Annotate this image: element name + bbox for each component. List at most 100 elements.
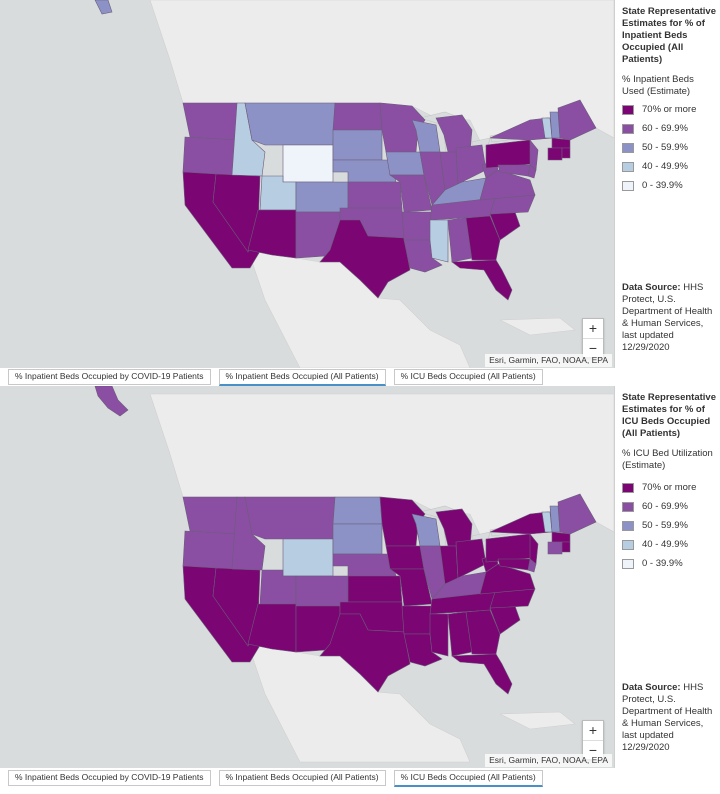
state-nj[interactable]	[529, 533, 539, 565]
legend-item: 40 - 49.9%	[622, 535, 720, 554]
state-ma[interactable]	[551, 137, 571, 149]
zoom-out-button[interactable]: −	[583, 338, 603, 358]
state-oh[interactable]	[455, 144, 487, 186]
legend-item: 50 - 59.9%	[622, 138, 720, 157]
state-sd[interactable]	[332, 523, 383, 555]
state-pa[interactable]	[485, 533, 533, 563]
state-ks[interactable]	[347, 575, 403, 603]
state-ga[interactable]	[465, 215, 501, 261]
legend-item: 70% or more	[622, 478, 720, 497]
state-co[interactable]	[295, 575, 349, 607]
legend-item-label: 70% or more	[642, 103, 697, 115]
state-ia[interactable]	[385, 545, 425, 570]
legend-panel: State Representative Estimates for % of …	[616, 0, 720, 368]
legend-title: State Representative Estimates for % of …	[622, 6, 716, 65]
state-mt[interactable]	[244, 496, 336, 540]
state-ga[interactable]	[465, 609, 501, 655]
state-mo[interactable]	[389, 568, 433, 607]
tab-icu-all[interactable]: % ICU Beds Occupied (All Patients)	[393, 770, 543, 787]
state-ct[interactable]	[547, 541, 563, 555]
state-ia[interactable]	[385, 151, 425, 176]
zoom-in-button[interactable]: +	[588, 722, 598, 738]
state-ma[interactable]	[551, 531, 571, 543]
tab-icu-all[interactable]: % ICU Beds Occupied (All Patients)	[393, 369, 543, 385]
state-nj[interactable]	[529, 139, 539, 171]
land-mass[interactable]	[499, 317, 576, 336]
legend-swatch	[622, 501, 634, 512]
state-md[interactable]	[497, 558, 531, 571]
state-wa[interactable]	[182, 102, 238, 141]
inpatient-map-panel: + − Esri, Garmin, FAO, NOAA, EPA State R…	[0, 0, 720, 386]
legend-item-label: 0 - 39.9%	[642, 557, 683, 569]
state-ks[interactable]	[347, 181, 403, 209]
tab-covid-inpatient[interactable]: % Inpatient Beds Occupied by COVID-19 Pa…	[8, 369, 211, 385]
state-ak-fragment[interactable]	[94, 0, 113, 15]
zoom-control: + −	[582, 720, 604, 760]
tab-inpatient-all[interactable]: % Inpatient Beds Occupied (All Patients)	[218, 770, 386, 786]
zoom-in-button[interactable]: +	[588, 320, 598, 336]
state-md[interactable]	[497, 164, 531, 177]
state-az[interactable]	[247, 603, 297, 653]
land-mass[interactable]	[499, 711, 576, 730]
state-or[interactable]	[182, 530, 238, 570]
legend-item-label: 60 - 69.9%	[642, 122, 688, 134]
state-mo[interactable]	[389, 174, 433, 213]
state-fl[interactable]	[451, 259, 513, 301]
legend-item: 50 - 59.9%	[622, 516, 720, 535]
state-co[interactable]	[295, 181, 349, 213]
state-or[interactable]	[182, 136, 238, 176]
legend-subtitle: % Inpatient Beds Used (Estimate)	[622, 74, 694, 97]
state-ri[interactable]	[561, 541, 571, 553]
state-sd[interactable]	[332, 129, 383, 161]
state-wy[interactable]	[282, 144, 334, 183]
state-tx[interactable]	[319, 219, 411, 299]
state-tx[interactable]	[319, 613, 411, 693]
state-az[interactable]	[247, 209, 297, 259]
legend-swatch	[622, 142, 634, 153]
state-nd[interactable]	[332, 496, 383, 525]
state-ne[interactable]	[332, 553, 397, 577]
state-oh[interactable]	[455, 538, 487, 580]
state-ar[interactable]	[401, 605, 433, 635]
tab-bar: % Inpatient Beds Occupied by COVID-19 Pa…	[0, 770, 543, 787]
legend-items: 70% or more 60 - 69.9% 50 - 59.9% 40 - 4…	[622, 100, 720, 195]
map-attribution: Esri, Garmin, FAO, NOAA, EPA	[485, 354, 612, 367]
legend-swatch	[622, 539, 634, 550]
us-choropleth-map[interactable]	[0, 0, 614, 368]
legend-subtitle: % ICU Bed Utilization (Estimate)	[622, 448, 713, 471]
state-me[interactable]	[557, 493, 597, 535]
legend-title: State Representative Estimates for % of …	[622, 392, 716, 439]
state-fl[interactable]	[451, 653, 513, 695]
state-pa[interactable]	[485, 139, 533, 169]
state-me[interactable]	[557, 99, 597, 141]
data-source-note: Data Source: HHS Protect, U.S. Departmen…	[622, 682, 720, 754]
state-mt[interactable]	[244, 102, 336, 146]
tab-inpatient-all[interactable]: % Inpatient Beds Occupied (All Patients)	[218, 369, 386, 386]
legend-swatch	[622, 558, 634, 569]
state-nd[interactable]	[332, 102, 383, 131]
state-ms[interactable]	[429, 219, 449, 263]
state-mi[interactable]	[435, 508, 473, 547]
map-view[interactable]: + − Esri, Garmin, FAO, NOAA, EPA	[0, 0, 615, 368]
state-mn[interactable]	[379, 496, 426, 547]
data-source-label: Data Source:	[622, 682, 681, 693]
tab-covid-inpatient[interactable]: % Inpatient Beds Occupied by COVID-19 Pa…	[8, 770, 211, 786]
state-wa[interactable]	[182, 496, 238, 535]
state-ne[interactable]	[332, 159, 397, 183]
legend-item-label: 40 - 49.9%	[642, 538, 688, 550]
us-choropleth-map[interactable]	[0, 386, 614, 768]
legend-item-label: 0 - 39.9%	[642, 179, 683, 191]
state-mi[interactable]	[435, 114, 473, 153]
state-ri[interactable]	[561, 147, 571, 159]
state-mn[interactable]	[379, 102, 426, 153]
state-wy[interactable]	[282, 538, 334, 577]
data-source-label: Data Source:	[622, 282, 681, 293]
legend-panel: State Representative Estimates for % of …	[616, 386, 720, 768]
state-ct[interactable]	[547, 147, 563, 161]
state-ak-fragment[interactable]	[94, 386, 129, 417]
zoom-control: + −	[582, 318, 604, 358]
state-ms[interactable]	[429, 613, 449, 657]
map-view[interactable]: + − Esri, Garmin, FAO, NOAA, EPA	[0, 386, 615, 768]
zoom-out-button[interactable]: −	[583, 740, 603, 760]
state-ar[interactable]	[401, 211, 433, 241]
